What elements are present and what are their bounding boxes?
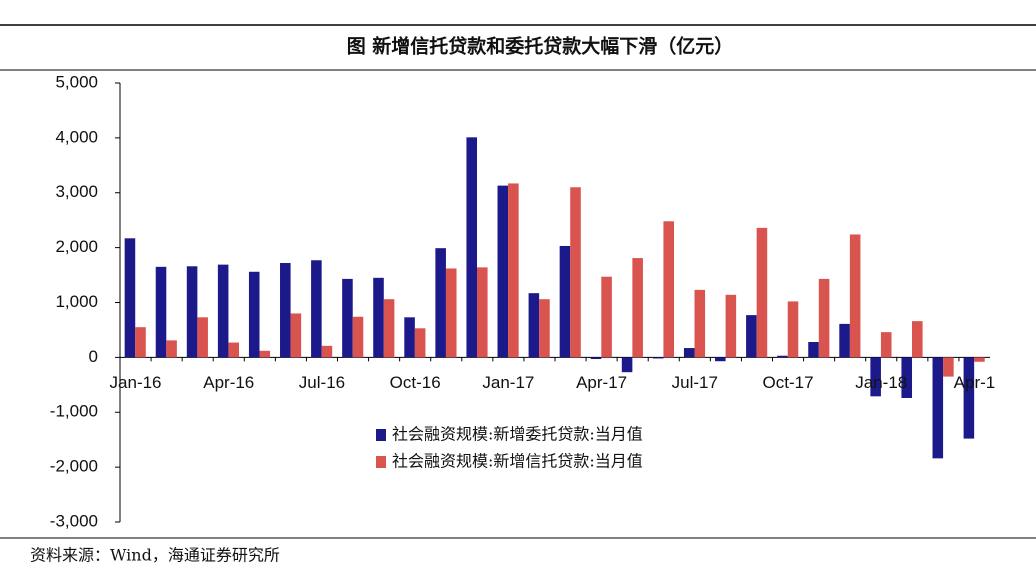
bar: [880, 332, 892, 358]
y-tick-label: 5,000: [55, 72, 98, 91]
y-tick-label: 4,000: [55, 127, 98, 146]
bar: [632, 258, 643, 358]
bar: [477, 267, 488, 358]
x-tick-label: Oct-16: [390, 373, 441, 392]
x-tick-label: Jul-17: [672, 373, 718, 392]
bar: [663, 221, 675, 358]
bar: [787, 301, 799, 358]
bar: [259, 350, 271, 358]
y-tick-label: -3,000: [50, 511, 98, 530]
x-tick-label: Apr-17: [576, 373, 627, 392]
bar: [943, 357, 954, 377]
bar: [808, 342, 819, 358]
bar: [601, 276, 612, 358]
bar: [715, 357, 726, 362]
x-tick-label: Apr-16: [203, 373, 254, 392]
bar: [839, 323, 850, 358]
y-tick-label: 3,000: [55, 182, 98, 201]
bar: [508, 183, 519, 358]
y-tick-label: -2,000: [50, 457, 98, 476]
bar: [404, 317, 415, 358]
bar: [321, 345, 333, 358]
bar: [932, 357, 944, 459]
legend-swatch: [376, 456, 386, 468]
bar: [311, 260, 322, 358]
bar: [383, 299, 395, 358]
bar: [414, 328, 426, 358]
bar: [155, 266, 167, 358]
bar: [756, 227, 768, 358]
x-tick-label: Apr-1: [954, 373, 996, 392]
bar: [849, 234, 861, 358]
bar: [912, 321, 923, 358]
bar: [539, 299, 550, 358]
bar: [280, 262, 291, 358]
y-tick-label: 2,000: [55, 237, 98, 256]
y-tick-label: -1,000: [50, 402, 98, 421]
chart-title: 图 新增信托贷款和委托贷款大幅下滑（亿元）: [347, 35, 734, 58]
bar: [135, 327, 146, 358]
bar: [570, 187, 581, 358]
bar: [290, 313, 302, 358]
bar: [621, 357, 633, 373]
source-note: 资料来源：Wind，海通证券研究所: [30, 546, 280, 565]
legend-label: 社会融资规模:新增信托贷款:当月值: [392, 452, 643, 471]
bar: [746, 315, 757, 358]
bar: [777, 355, 788, 358]
y-tick-label: 1,000: [55, 292, 98, 311]
legend-swatch: [376, 429, 386, 441]
x-tick-label: Jan-17: [482, 373, 534, 392]
bar: [725, 294, 737, 358]
bar: [248, 271, 260, 358]
y-tick-label: 0: [89, 347, 98, 366]
bar: [466, 137, 478, 358]
bar: [186, 266, 198, 358]
bar: [342, 278, 353, 358]
bar: [445, 268, 457, 358]
bar: [528, 293, 540, 358]
bar: [590, 357, 602, 360]
bar: [652, 357, 664, 359]
x-tick-label: Jan-16: [110, 373, 162, 392]
bar: [124, 238, 136, 358]
x-tick-label: Jan-18: [855, 373, 907, 392]
bar: [818, 278, 830, 358]
x-tick-label: Jul-16: [299, 373, 345, 392]
bar: [901, 357, 913, 398]
bar: [694, 289, 706, 358]
bar: [228, 342, 240, 358]
legend-label: 社会融资规模:新增委托贷款:当月值: [392, 425, 643, 444]
bar: [870, 357, 881, 397]
bar: [217, 264, 229, 358]
bar: [974, 357, 985, 362]
bar: [963, 357, 975, 439]
bar: [352, 316, 364, 358]
bar: [166, 340, 177, 358]
x-tick-label: Oct-17: [763, 373, 814, 392]
bar: [435, 248, 446, 358]
bar: [197, 317, 208, 358]
bar: [559, 245, 571, 358]
bar: [683, 348, 695, 358]
bar: [497, 185, 509, 358]
bar: [373, 277, 384, 358]
